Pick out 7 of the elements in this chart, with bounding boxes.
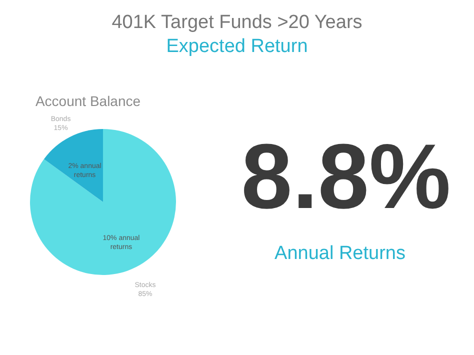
pie-slice (44, 129, 103, 202)
text: 401K Target Funds >20 Years (112, 12, 362, 33)
text: Annual Returns (274, 243, 406, 264)
text: Account Balance (35, 93, 141, 109)
pie-slice (30, 129, 176, 275)
text: 8.8% (241, 126, 451, 228)
text: Expected Return (166, 36, 308, 57)
